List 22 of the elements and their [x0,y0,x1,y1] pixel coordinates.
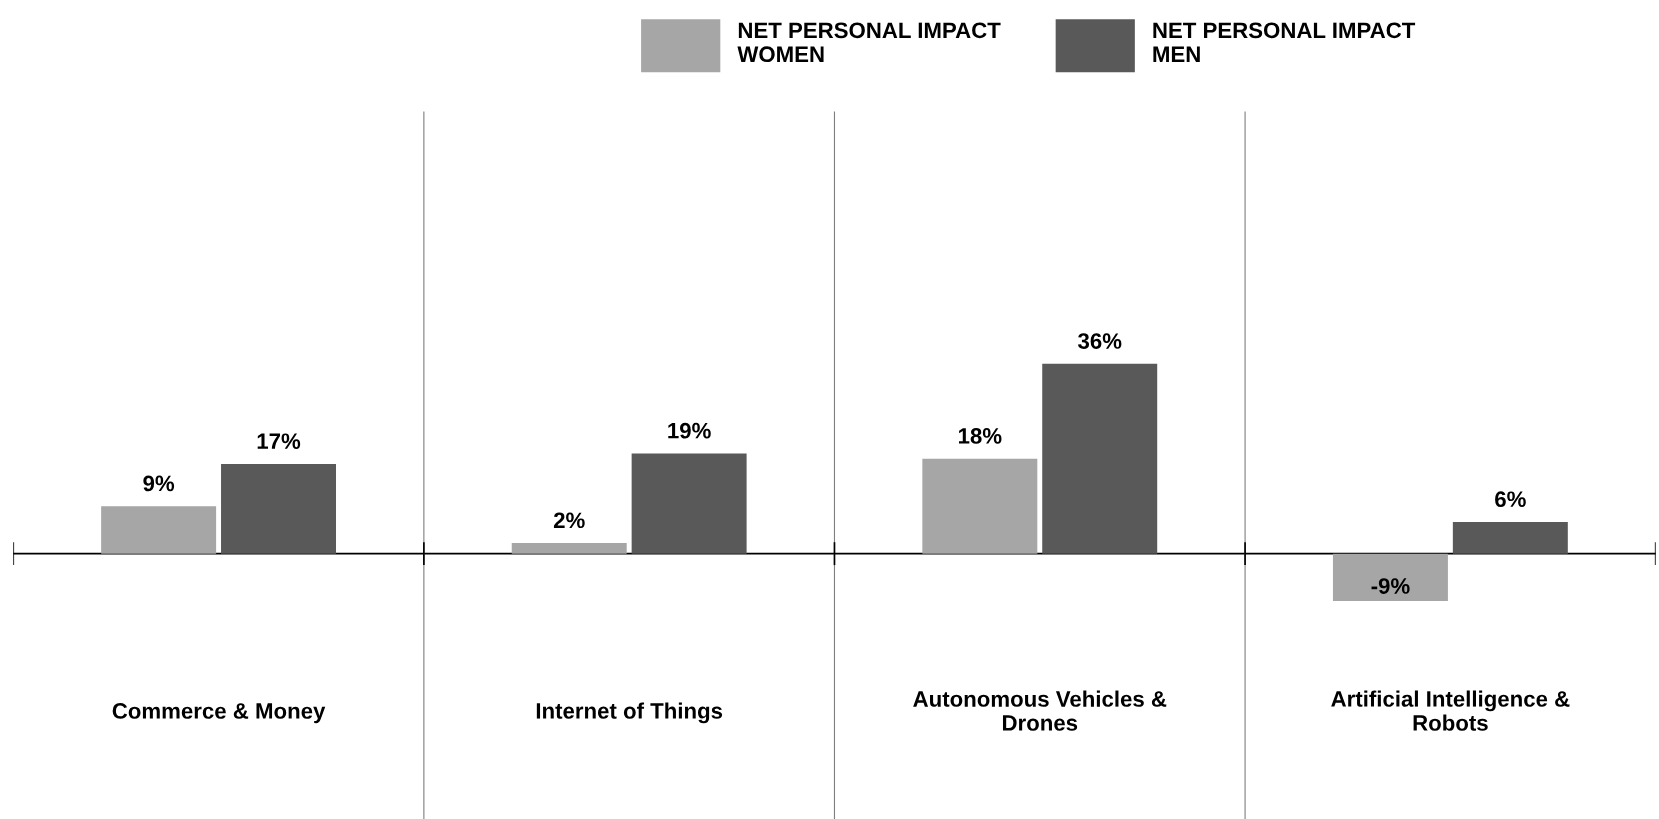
data-label: 2% [553,512,585,529]
data-label: 19% [668,422,711,439]
bar [1042,363,1158,554]
data-label: 17% [257,433,301,450]
x-tick-label: Internet of Things [536,702,723,724]
legend-label: NET PERSONAL IMPACT WOMEN [737,22,1001,63]
data-label: -9% [1371,578,1410,594]
bar [922,458,1038,554]
x-tick-label: Autonomous Vehicles & Drones [913,690,1167,731]
data-label: 6% [1495,491,1526,508]
bar [511,543,627,554]
bar [1452,522,1568,554]
x-tick-label: Artificial Intelligence & Robots [1331,690,1570,731]
data-label: 36% [1078,333,1122,349]
legend-label: NET PERSONAL IMPACT MEN [1153,22,1416,62]
data-label: 9% [143,475,175,492]
x-tick-label: Commerce & Money [112,703,326,724]
data-label: 18% [958,428,1002,444]
bar [631,453,747,554]
bar [101,506,217,554]
bar [221,464,337,554]
bar [1332,553,1448,602]
